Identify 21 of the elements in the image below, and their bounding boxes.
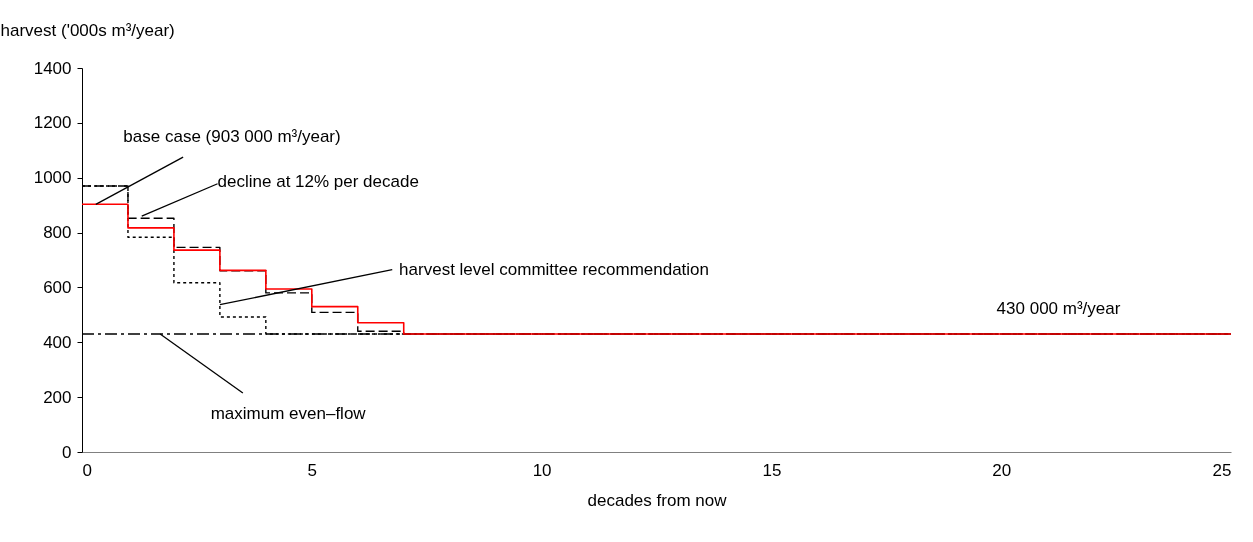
annotation: decline at 12% per decade bbox=[217, 171, 419, 191]
y-tick-label: 800 bbox=[43, 223, 72, 243]
x-tick-label: 5 bbox=[307, 460, 318, 480]
x-axis-title: decades from now bbox=[587, 490, 728, 510]
annotation: harvest level committee recommendation bbox=[399, 259, 710, 279]
y-tick-label: 400 bbox=[43, 332, 72, 352]
x-tick-label: 0 bbox=[82, 460, 92, 480]
x-tick-label: 25 bbox=[1212, 460, 1232, 480]
y-axis-title: harvest ('000s m³/year) bbox=[0, 20, 175, 40]
annotation: base case (903 000 m³/year) bbox=[123, 126, 341, 146]
y-tick-label: 1200 bbox=[33, 113, 72, 133]
x-tick-label: 20 bbox=[992, 460, 1012, 480]
annotation: 430 000 m³/year bbox=[996, 299, 1121, 319]
x-tick-label: 10 bbox=[532, 460, 552, 480]
y-tick-label: 600 bbox=[43, 277, 72, 297]
y-tick-label: 0 bbox=[62, 442, 72, 462]
y-tick-label: 1400 bbox=[33, 58, 72, 78]
y-tick-label: 1000 bbox=[33, 168, 72, 188]
y-tick-label: 200 bbox=[43, 387, 72, 407]
x-tick-label: 15 bbox=[762, 460, 782, 480]
annotation: maximum even–flow bbox=[210, 404, 367, 424]
